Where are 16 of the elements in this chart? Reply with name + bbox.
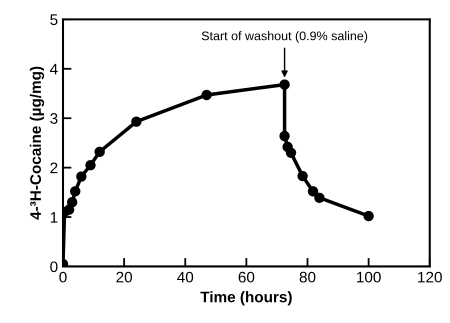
y-tick-label: 0 bbox=[50, 261, 58, 272]
x-tick-label: 0 bbox=[59, 272, 67, 283]
y-tick-label: 4 bbox=[50, 64, 58, 74]
x-tick-label: 100 bbox=[357, 272, 381, 283]
x-tick-label: 40 bbox=[177, 272, 194, 283]
x-tick-label: 120 bbox=[418, 272, 442, 283]
y-tick-label: 1 bbox=[50, 212, 58, 223]
y-tick-label: 2 bbox=[50, 162, 58, 174]
x-axis-title: Time (hours) bbox=[200, 291, 292, 306]
y-axis-title: 4-³H-Cocaine (µg/mg) bbox=[30, 66, 44, 220]
x-tick-label: 60 bbox=[238, 272, 254, 283]
y-tick-label: 3 bbox=[50, 113, 58, 124]
y-tick-label: 5 bbox=[50, 14, 58, 26]
annotation: Start of washout (0.9% saline) bbox=[202, 31, 368, 43]
x-tick-label: 20 bbox=[116, 272, 132, 283]
x-tick-label: 80 bbox=[300, 272, 316, 283]
